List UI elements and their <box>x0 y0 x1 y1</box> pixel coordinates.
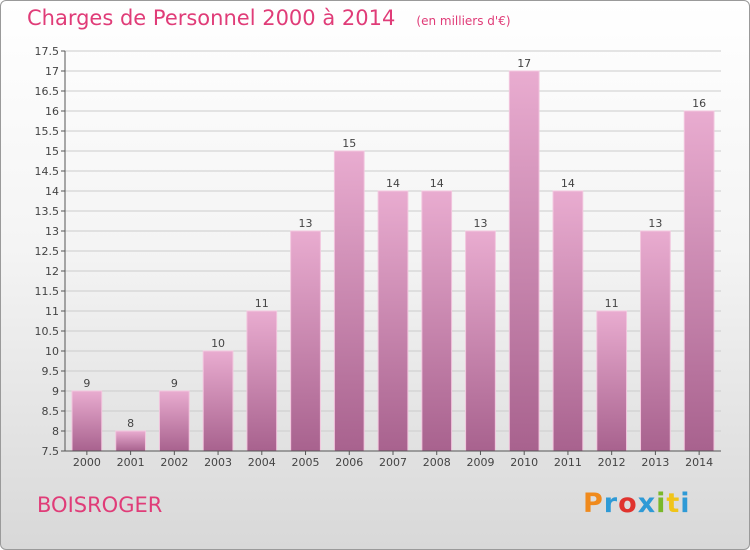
bar <box>202 350 234 452</box>
x-tick-label: 2011 <box>554 456 582 469</box>
title-row: Charges de Personnel 2000 à 2014 (en mil… <box>27 6 511 30</box>
y-tick-label: 17.5 <box>35 45 60 58</box>
chart-title: Charges de Personnel 2000 à 2014 <box>27 6 396 30</box>
value-label: 15 <box>342 137 356 150</box>
y-tick-label: 9.5 <box>42 365 60 378</box>
bar <box>246 310 278 452</box>
value-label: 9 <box>83 377 90 390</box>
chart-subtitle: (en milliers d'€) <box>416 14 511 28</box>
bars <box>71 70 715 452</box>
bar <box>596 310 628 452</box>
x-tick-label: 2003 <box>204 456 232 469</box>
x-tick-label: 2007 <box>379 456 407 469</box>
x-tick-label: 2014 <box>685 456 713 469</box>
bar <box>71 390 103 452</box>
logo-letter: P <box>583 488 604 519</box>
bar <box>421 190 453 452</box>
proxiti-logo[interactable]: Proxiti <box>583 488 691 519</box>
y-tick-label: 12.5 <box>35 245 60 258</box>
y-tick-label: 9 <box>52 385 59 398</box>
value-label: 10 <box>211 337 225 350</box>
x-tick-label: 2002 <box>160 456 188 469</box>
y-tick-label: 12 <box>45 265 59 278</box>
bar <box>377 190 409 452</box>
town-name: BOISROGER <box>37 493 163 517</box>
y-tick-label: 14.5 <box>35 165 60 178</box>
bar <box>333 150 365 452</box>
x-tick-label: 2000 <box>73 456 101 469</box>
bar <box>508 70 540 452</box>
y-tick-label: 15 <box>45 145 59 158</box>
y-tick-label: 13 <box>45 225 59 238</box>
value-label: 17 <box>517 57 531 70</box>
x-tick-label: 2006 <box>335 456 363 469</box>
x-tick-label: 2004 <box>248 456 276 469</box>
bar <box>683 110 715 452</box>
labels: 7.5 8 8.5 9 9.5 10 10.5 11 11.5 12 12.5 13 13.5 14 14.… <box>35 45 714 469</box>
y-tick-label: 15.5 <box>35 125 60 138</box>
value-label: 11 <box>605 297 619 310</box>
value-label: 13 <box>648 217 662 230</box>
y-tick-label: 17 <box>45 65 59 78</box>
logo-letter: x <box>637 488 657 519</box>
x-tick-label: 2013 <box>641 456 669 469</box>
value-label: 11 <box>255 297 269 310</box>
value-label: 8 <box>127 417 134 430</box>
y-tick-label: 14 <box>45 185 59 198</box>
y-tick-label: 11.5 <box>35 285 60 298</box>
value-label: 14 <box>561 177 575 190</box>
x-tick-label: 2008 <box>423 456 451 469</box>
bar <box>290 230 321 452</box>
logo-letter: r <box>603 488 619 519</box>
y-tick-label: 7.5 <box>42 445 60 458</box>
x-tick-label: 2012 <box>598 456 626 469</box>
x-tick-label: 2009 <box>466 456 494 469</box>
y-tick-label: 16.5 <box>35 85 60 98</box>
bar <box>158 390 190 452</box>
logo-letter: t <box>666 488 681 519</box>
bar <box>640 230 671 452</box>
y-tick-label: 11 <box>45 305 59 318</box>
x-tick-label: 2001 <box>117 456 145 469</box>
y-tick-label: 10.5 <box>35 325 60 338</box>
logo-letter: i <box>656 488 667 519</box>
y-tick-label: 8 <box>52 425 59 438</box>
x-tick-label: 2005 <box>292 456 320 469</box>
bar <box>552 190 584 452</box>
logo-letter: o <box>618 488 638 519</box>
x-tick-label: 2010 <box>510 456 538 469</box>
y-tick-label: 13.5 <box>35 205 60 218</box>
bar <box>115 430 146 452</box>
axes <box>61 50 721 455</box>
y-tick-label: 10 <box>45 345 59 358</box>
value-label: 16 <box>692 97 706 110</box>
value-label: 13 <box>473 217 487 230</box>
value-label: 14 <box>430 177 444 190</box>
y-tick-label: 8.5 <box>42 405 60 418</box>
value-label: 14 <box>386 177 400 190</box>
value-label: 13 <box>299 217 313 230</box>
y-tick-label: 16 <box>45 105 59 118</box>
logo-letter: i <box>680 488 691 519</box>
value-label: 9 <box>171 377 178 390</box>
bar <box>465 230 496 452</box>
